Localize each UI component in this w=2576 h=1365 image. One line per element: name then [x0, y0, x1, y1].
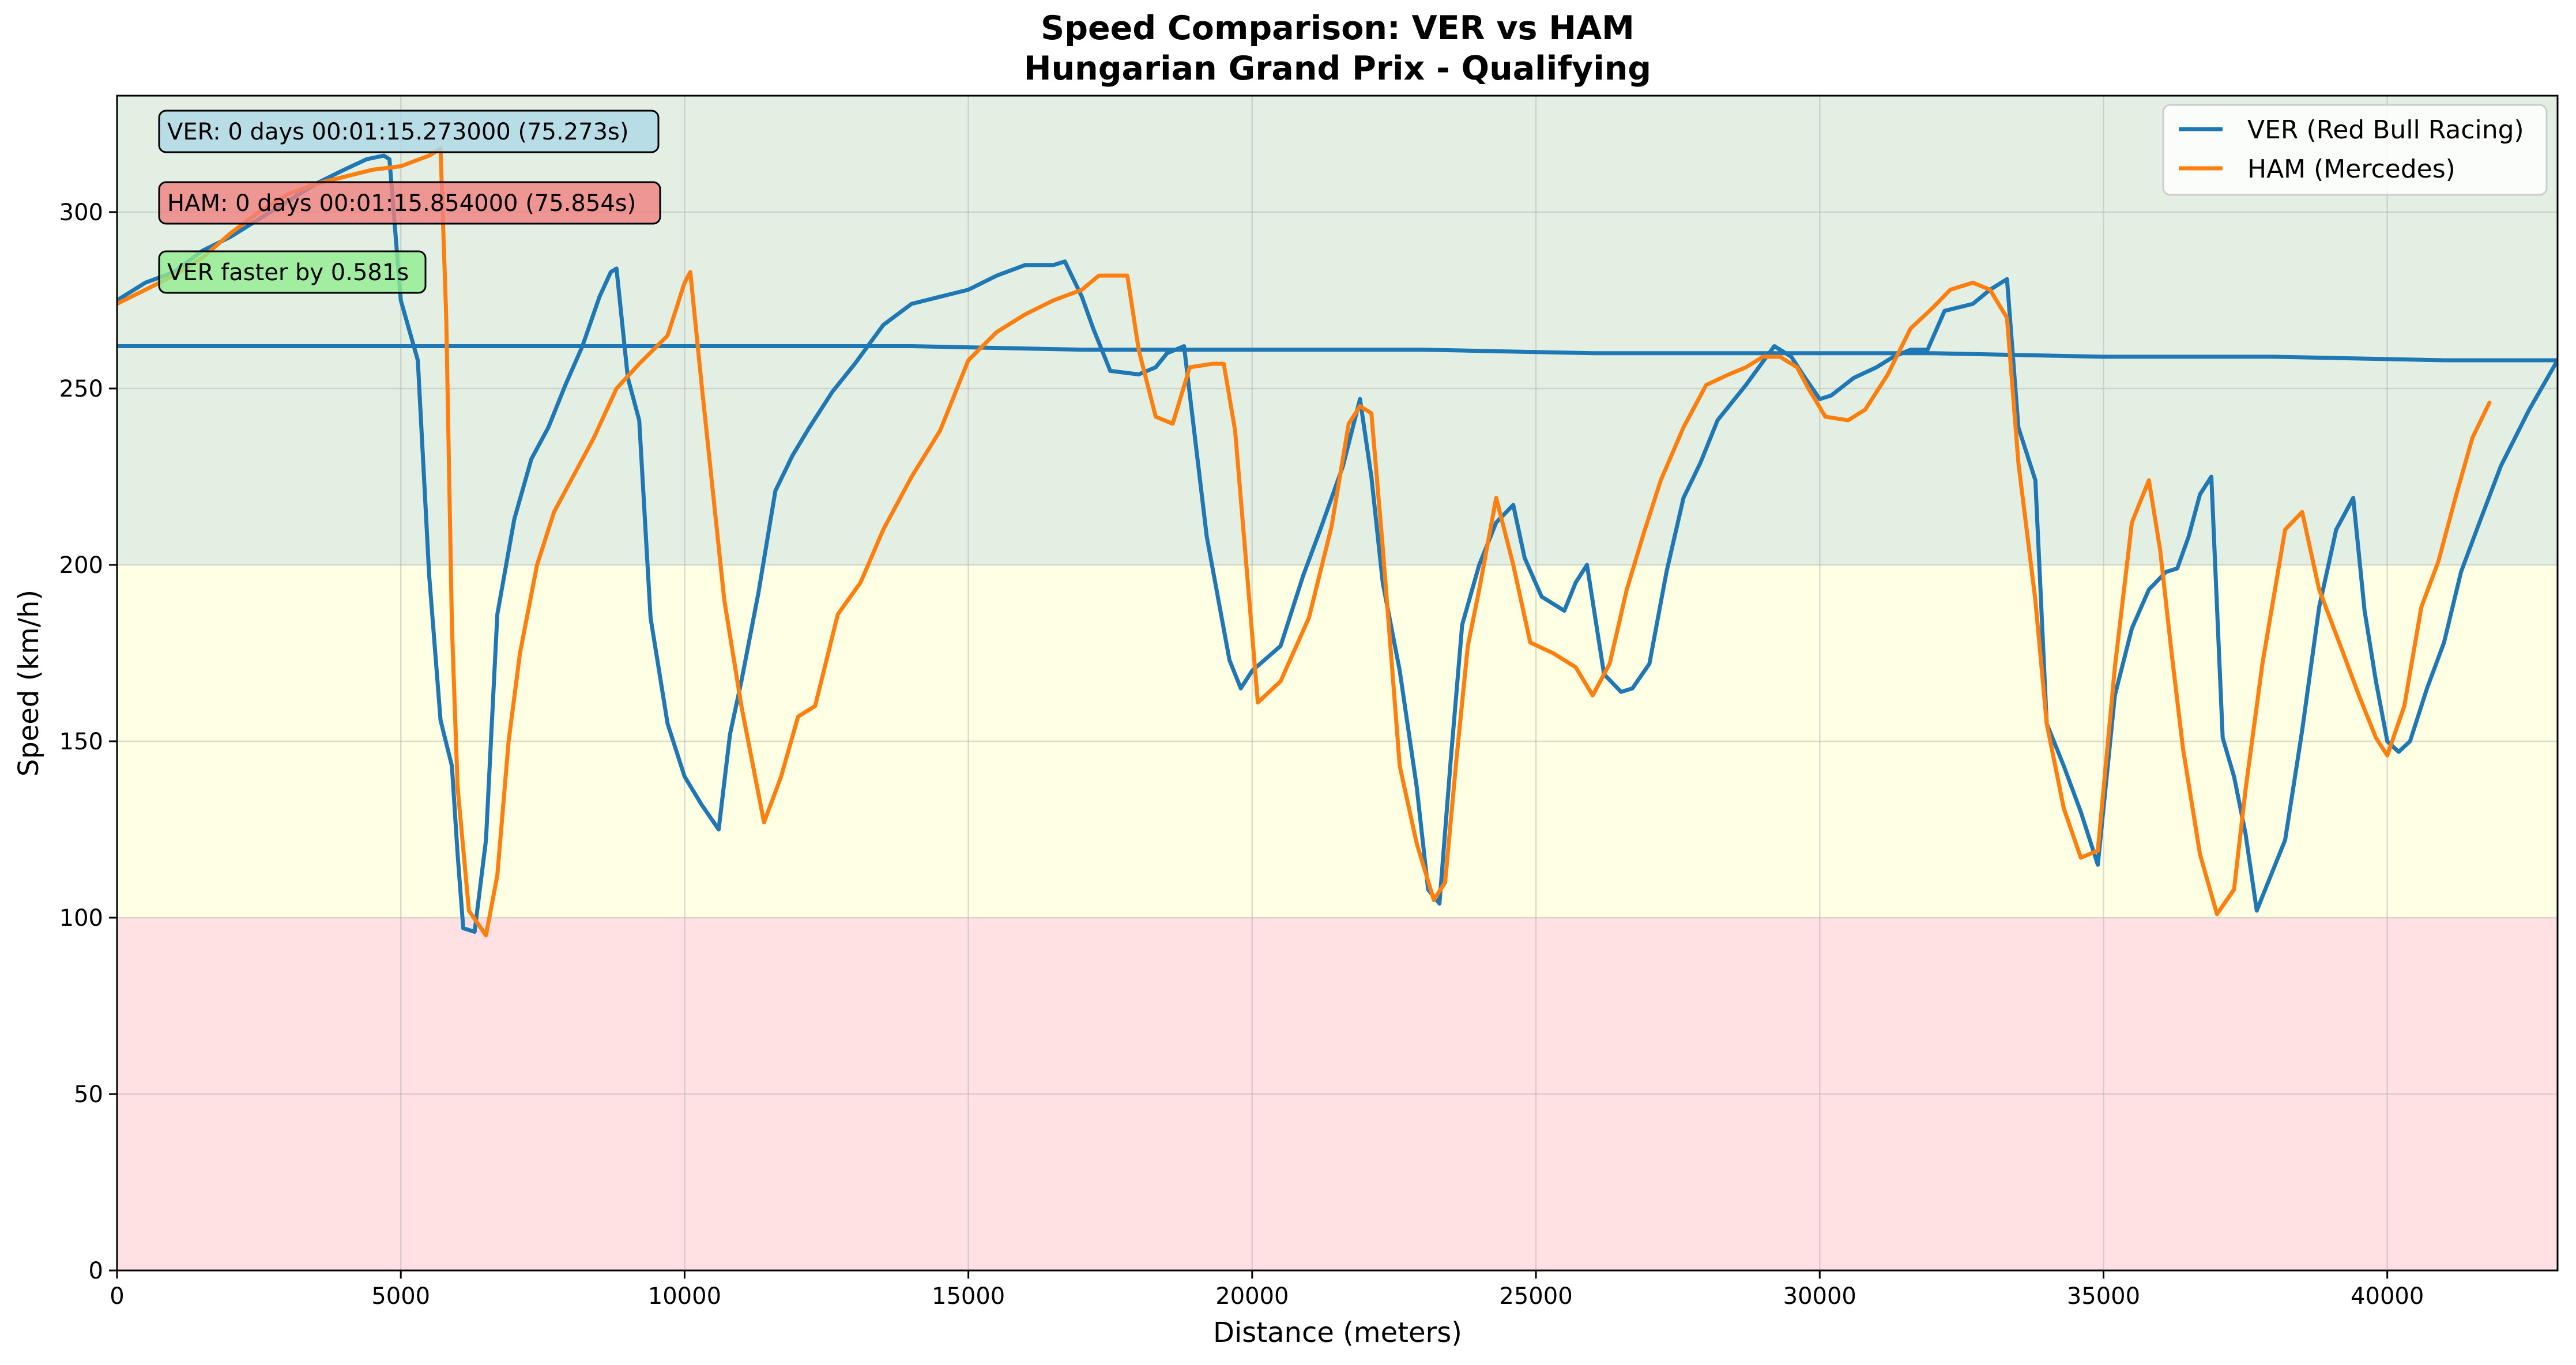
y-tick-label-3: 150	[59, 729, 103, 755]
plot-frame	[116, 95, 2559, 1272]
x-tick-label-0: 0	[110, 1283, 124, 1310]
x-tick-label-1: 5000	[371, 1283, 430, 1310]
y-axis-label: Speed (km/h)	[13, 590, 45, 776]
legend-label-ver: VER (Red Bull Racing)	[2247, 115, 2524, 145]
y-tick-label-1: 50	[74, 1081, 103, 1108]
series-layer	[117, 146, 2558, 938]
annotation-gap: VER faster by 0.581s	[158, 250, 427, 294]
y-tick-label-2: 100	[59, 905, 103, 932]
x-tick-label-5: 25000	[1499, 1283, 1572, 1310]
x-tick-label-8: 40000	[2351, 1283, 2424, 1310]
annotation-gap-text: VER faster by 0.581s	[167, 259, 409, 286]
x-axis-label: Distance (meters)	[1213, 1317, 1462, 1349]
y-tick-label-0: 0	[89, 1258, 103, 1284]
series-line-ver	[117, 153, 2558, 934]
annotation-ham-time: HAM: 0 days 00:01:15.854000 (75.854s)	[158, 181, 661, 225]
legend-label-ham: HAM (Mercedes)	[2247, 154, 2456, 184]
x-tick-label-6: 30000	[1783, 1283, 1856, 1310]
annotation-ham-time-text: HAM: 0 days 00:01:15.854000 (75.854s)	[167, 190, 636, 217]
y-tick-label-6: 300	[59, 199, 103, 226]
x-tick-label-7: 35000	[2067, 1283, 2140, 1310]
annotation-ver-time: VER: 0 days 00:01:15.273000 (75.273s)	[158, 110, 660, 153]
x-tick-label-4: 20000	[1215, 1283, 1289, 1310]
x-tick-label-2: 10000	[648, 1283, 721, 1310]
legend: VER (Red Bull Racing) HAM (Mercedes)	[2162, 104, 2548, 196]
series-line-ham	[117, 146, 2492, 938]
chart-title-line1: Speed Comparison: VER vs HAM	[1041, 9, 1635, 47]
x-axis-ticks: 0 5000 10000 15000 20000 25000 30000 35000 40000	[110, 1270, 2424, 1310]
y-axis-ticks: 0 50 100 150 200 250 300	[59, 199, 117, 1284]
legend-frame	[2162, 104, 2548, 196]
annotation-ver-time-box	[158, 110, 660, 153]
annotation-ham-time-box	[158, 181, 661, 225]
x-tick-label-3: 15000	[932, 1283, 1005, 1310]
annotation-ver-time-text: VER: 0 days 00:01:15.273000 (75.273s)	[167, 119, 628, 145]
y-tick-label-4: 200	[59, 552, 103, 579]
y-tick-label-5: 250	[59, 376, 103, 402]
speed-band-0	[117, 917, 2558, 1270]
chart-title-line2: Hungarian Grand Prix - Qualifying	[1024, 50, 1651, 88]
annotation-gap-box	[158, 250, 427, 294]
